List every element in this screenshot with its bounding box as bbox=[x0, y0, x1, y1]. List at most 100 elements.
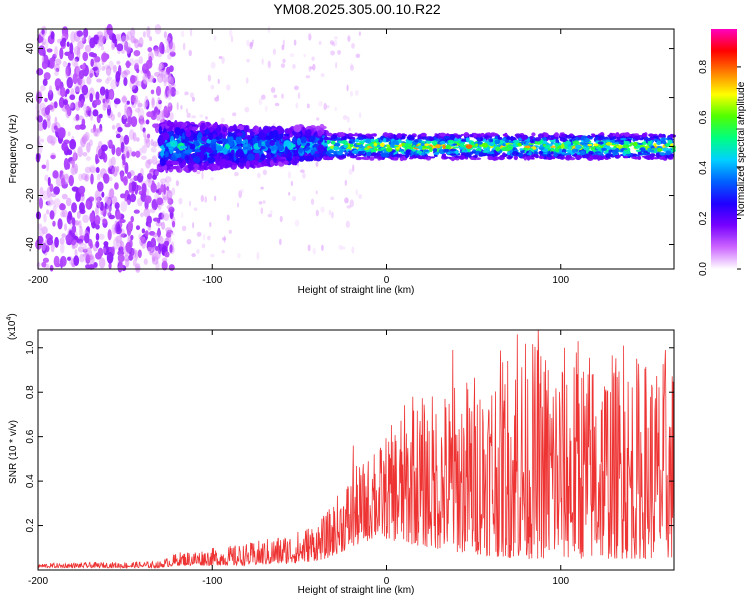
spectrogram-cell bbox=[80, 196, 85, 202]
spectrogram-cell bbox=[294, 149, 299, 159]
spectrogram-cell bbox=[113, 237, 119, 250]
spectrogram-cell bbox=[36, 135, 41, 145]
spectrogram-cell bbox=[341, 140, 348, 145]
spectrogram-cell bbox=[182, 166, 189, 172]
spectrogram-cell bbox=[249, 41, 253, 50]
spectrogram-cell bbox=[199, 124, 204, 133]
spectrogram-cell bbox=[130, 94, 136, 103]
spectrogram-cell bbox=[49, 135, 56, 144]
spectrogram-cell bbox=[476, 137, 481, 142]
spectrogram-cell bbox=[131, 151, 137, 157]
spectrogram-cell bbox=[142, 73, 148, 84]
spectrogram-cell bbox=[659, 152, 666, 156]
spectrogram-cell bbox=[51, 136, 57, 144]
spectrogram-cell bbox=[272, 129, 279, 138]
spectrogram-cell bbox=[207, 74, 212, 82]
spectrogram-cell bbox=[120, 201, 128, 212]
spectrogram-cell bbox=[330, 134, 338, 140]
spectrogram-cell bbox=[344, 197, 349, 204]
spectrogram-cell bbox=[155, 189, 160, 194]
spectrogram-cell bbox=[424, 143, 430, 147]
spectrogram-cell bbox=[232, 112, 237, 117]
spectrogram-cell bbox=[222, 147, 228, 155]
spectrogram-cell bbox=[443, 148, 450, 153]
spectrogram-cell bbox=[302, 172, 306, 179]
spectrogram-cell bbox=[109, 90, 114, 99]
spectrogram-cell bbox=[76, 211, 81, 219]
spectrogram-cell bbox=[182, 225, 187, 232]
spectrogram-cell bbox=[145, 138, 151, 149]
spectrogram-cell bbox=[442, 144, 446, 150]
spectrogram-cell bbox=[151, 198, 158, 211]
spectrogram-cell bbox=[124, 42, 131, 55]
spectrogram-cell bbox=[515, 152, 520, 155]
spectrogram-cell bbox=[588, 151, 594, 155]
spectrogram-cell bbox=[146, 26, 151, 38]
spectrogram-cell bbox=[348, 168, 353, 175]
spectrogram-cell bbox=[251, 39, 255, 44]
spectrogram-cell bbox=[520, 135, 526, 140]
spectrogram-cell bbox=[181, 212, 184, 219]
spectrogram-cell bbox=[257, 140, 262, 148]
spectrogram-cell bbox=[167, 102, 172, 107]
spectrogram-cell bbox=[94, 207, 99, 215]
spectrogram-cell bbox=[538, 155, 545, 159]
spectrogram-cell bbox=[431, 140, 438, 145]
spectrogram-cell bbox=[465, 137, 470, 143]
spectrogram-cell bbox=[312, 247, 317, 255]
spectrogram-cell bbox=[208, 132, 214, 141]
spectrogram-cell bbox=[166, 199, 171, 204]
spectrogram-cell bbox=[543, 140, 548, 144]
spectrogram-cell bbox=[49, 210, 55, 220]
spectrogram-cell bbox=[137, 249, 142, 259]
spectrogram-cell bbox=[281, 44, 285, 51]
spectrogram-cell bbox=[175, 180, 180, 187]
spectrogram-cell bbox=[65, 197, 72, 207]
spectrogram-cell bbox=[312, 63, 316, 71]
spectrogram-cell bbox=[596, 146, 601, 150]
spectrogram-cell bbox=[290, 180, 293, 187]
spectrogram-cell bbox=[95, 91, 100, 102]
spectrogram-cell bbox=[325, 105, 330, 109]
spectrogram-cell bbox=[495, 146, 501, 152]
spectrogram-cell bbox=[289, 132, 294, 138]
spectrogram-cell bbox=[43, 54, 49, 65]
spectrogram-cell bbox=[411, 154, 416, 158]
spectrogram-cell bbox=[57, 218, 63, 230]
spectrogram-cell bbox=[108, 60, 114, 71]
spectrogram-cell bbox=[74, 248, 78, 257]
snr-y-multiplier: (x104) bbox=[6, 313, 18, 340]
spectrogram-cell bbox=[119, 218, 126, 224]
spectrogram-cell bbox=[127, 220, 134, 231]
spectrogram-cell bbox=[126, 171, 132, 179]
spectrogram-cell bbox=[227, 131, 233, 137]
spectrogram-cell bbox=[115, 210, 122, 221]
spectrogram-cell bbox=[97, 39, 101, 49]
spectrogram-cell bbox=[214, 195, 217, 202]
spectrogram-cell bbox=[58, 81, 63, 89]
spectrogram-cell bbox=[96, 196, 102, 202]
spectrogram-cell bbox=[601, 147, 607, 152]
spectrogram-cell bbox=[256, 251, 260, 260]
spectrogram-cell bbox=[38, 142, 43, 154]
spectrogram-cell bbox=[641, 153, 648, 156]
spectrogram-cell bbox=[214, 155, 219, 161]
spectrogram-cell bbox=[136, 80, 143, 87]
spectrogram-cell bbox=[488, 142, 495, 147]
spectrogram-cell bbox=[171, 83, 176, 89]
spectrogram-cell bbox=[155, 261, 160, 271]
spectrogram-cell bbox=[111, 33, 117, 44]
spectrogram-cell bbox=[89, 241, 93, 249]
spectrogram-cell bbox=[141, 228, 146, 234]
spectrogram-cell bbox=[116, 239, 123, 248]
spectrogram-cell bbox=[319, 137, 324, 143]
spectrogram-cell bbox=[151, 253, 156, 262]
spectrogram-cell bbox=[246, 39, 250, 47]
spectrogram-cell bbox=[137, 102, 143, 108]
spectrogram-cell bbox=[434, 151, 440, 155]
spectrogram-cell bbox=[455, 155, 460, 159]
spectrogram-cell bbox=[161, 221, 166, 230]
spectrogram-cell bbox=[109, 139, 113, 148]
spectrogram-cell bbox=[517, 142, 522, 147]
spectrogram-cell bbox=[624, 150, 631, 155]
